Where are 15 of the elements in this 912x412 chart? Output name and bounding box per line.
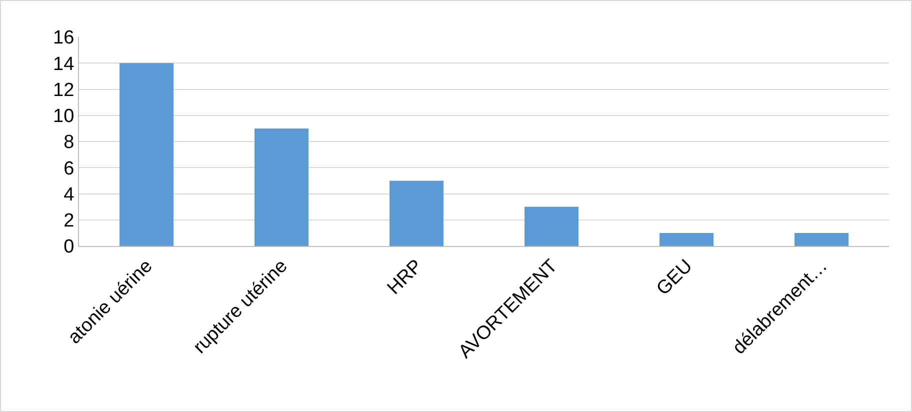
y-tick-label: 4 <box>64 184 75 206</box>
y-tick-label: 10 <box>53 106 74 128</box>
bar <box>254 128 308 246</box>
y-tick-label: 16 <box>53 28 74 49</box>
y-tick-label: 12 <box>53 80 74 101</box>
y-tick-label: 0 <box>64 236 74 258</box>
y-tick-label: 6 <box>64 158 74 180</box>
bar <box>660 232 714 246</box>
bar <box>794 232 848 246</box>
bar <box>390 180 444 246</box>
y-tick-label: 14 <box>53 54 75 75</box>
y-tick-label: 2 <box>64 210 74 232</box>
bar <box>524 206 578 246</box>
bar <box>120 63 174 246</box>
y-tick-label: 8 <box>64 132 74 154</box>
